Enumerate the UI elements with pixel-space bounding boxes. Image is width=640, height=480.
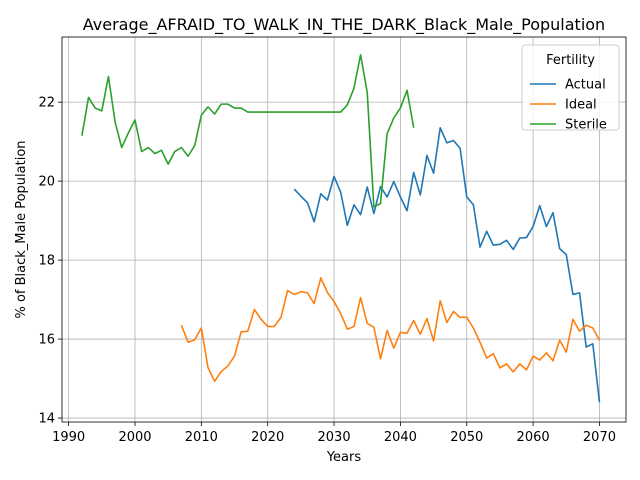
x-tick-label: 2010 (185, 430, 218, 445)
legend-title: Fertility (546, 53, 595, 68)
x-tick-label: 2050 (450, 430, 483, 445)
series-line-actual (293, 127, 601, 403)
series-line-sterile (81, 53, 415, 208)
series-line-ideal (180, 277, 601, 383)
x-tick-label: 1990 (52, 430, 85, 445)
y-axis: 14 16 18 20 22 (38, 96, 62, 427)
y-axis-label: % of Black_Male Population (14, 140, 29, 318)
x-tick-label: 2030 (318, 430, 351, 445)
x-tick-label: 2060 (517, 430, 550, 445)
x-tick-label: 2070 (583, 430, 616, 445)
legend-box (521, 44, 620, 131)
x-tick-label: 2020 (251, 430, 284, 445)
chart-title: Average_AFRAID_TO_WALK_IN_THE_DARK_Black… (83, 15, 605, 35)
x-tick-label: 2040 (384, 430, 417, 445)
plot-frame (61, 36, 627, 423)
x-axis-label: Years (326, 450, 362, 465)
y-tick-label: 14 (38, 412, 55, 427)
legend: Fertility Actual Ideal Sterile (521, 44, 620, 133)
legend-label-ideal: Ideal (565, 98, 597, 113)
y-tick-label: 16 (38, 333, 55, 348)
series-group (81, 53, 601, 403)
x-axis: 1990 2000 2010 2020 2030 2040 2050 2060 2070 (52, 422, 616, 445)
y-tick-label: 20 (38, 175, 55, 190)
y-tick-label: 18 (38, 254, 55, 269)
x-tick-label: 2000 (118, 430, 151, 445)
legend-label-actual: Actual (565, 78, 606, 93)
legend-label-sterile: Sterile (565, 118, 607, 133)
y-tick-label: 22 (38, 96, 55, 111)
